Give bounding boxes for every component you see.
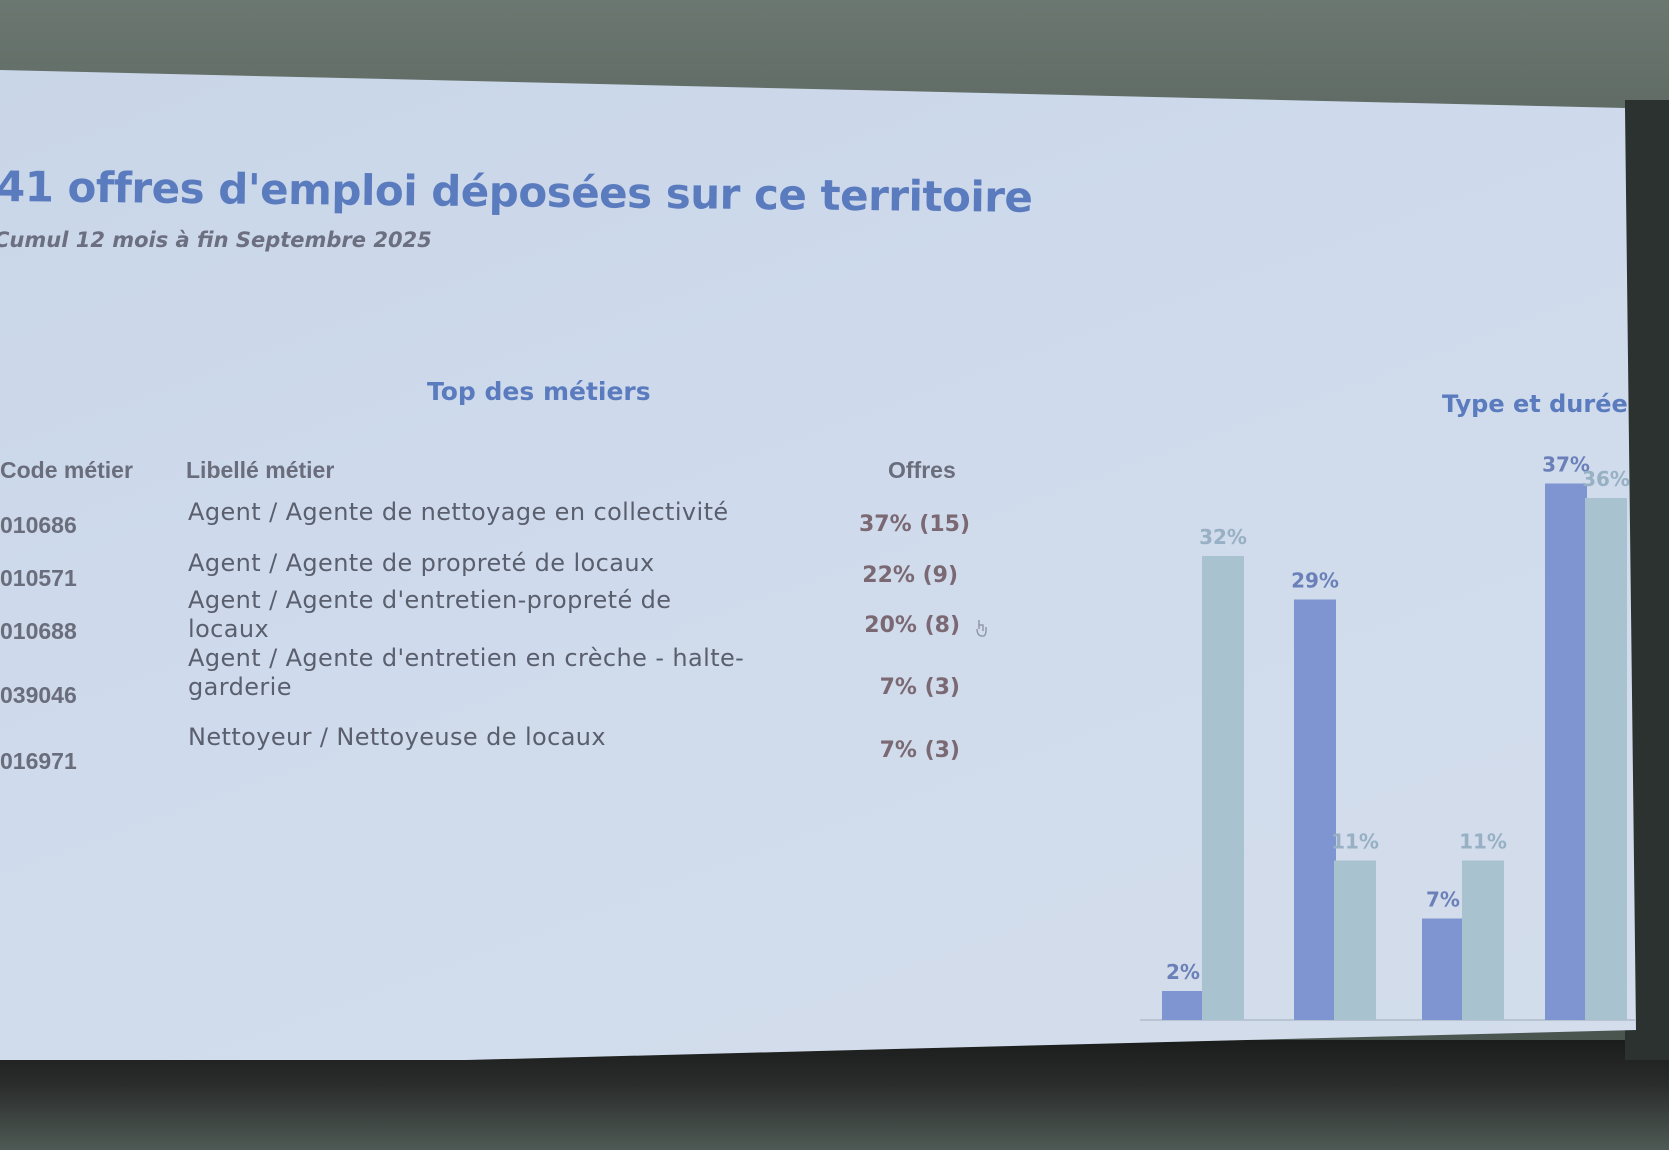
row-4-offers: 7% (3) (879, 675, 960, 700)
bar-series-1-group-1 (1162, 991, 1204, 1020)
row-3-code: 010688 (0, 618, 77, 644)
bar-series-2-group-1 (1202, 556, 1244, 1020)
row-1-offers: 37% (15) (858, 512, 970, 537)
row-5-label: Nettoyeur / Nettoyeuse de locaux (188, 723, 607, 751)
bar-label-series-1-group-3: 7% (1426, 888, 1460, 912)
hand-cursor-icon (976, 620, 987, 637)
bar-label-series-1-group-2: 29% (1291, 569, 1339, 593)
row-2-label: Agent / Agente de propreté de locaux (188, 549, 655, 577)
bar-label-series-2-group-1: 32% (1199, 525, 1247, 549)
bar-label-series-2-group-2: 11% (1331, 830, 1379, 854)
top-metiers-title: Top des métiers (427, 377, 651, 406)
row-2-code: 010571 (0, 565, 77, 591)
bar-series-2-group-4 (1585, 498, 1627, 1020)
bar-series-2-group-2 (1334, 860, 1376, 1020)
row-1-code: 010686 (0, 512, 77, 538)
row-4-label: Agent / Agente d'entretien en crèche - h… (188, 644, 745, 701)
bar-series-1-group-3 (1422, 918, 1464, 1020)
row-1-label: Agent / Agente de nettoyage en collectiv… (188, 498, 729, 526)
chart-title: Type et durée d (1442, 390, 1632, 418)
row-5-offers: 7% (3) (879, 738, 960, 763)
row-5-code: 016971 (0, 748, 77, 774)
row-4-code: 039046 (0, 682, 77, 708)
header-offres: Offres (888, 457, 956, 483)
bar-series-1-group-4 (1545, 483, 1587, 1020)
slide-subtitle: Cumul 12 mois à fin Septembre 2025 (0, 228, 432, 252)
bar-label-series-1-group-4: 37% (1542, 453, 1590, 477)
bar-series-1-group-2 (1294, 599, 1336, 1020)
row-3-label: Agent / Agente d'entretien-propreté de l… (188, 586, 672, 643)
bar-label-series-2-group-4: 36% (1582, 467, 1630, 491)
header-code-metier: Code métier (0, 457, 133, 483)
header-libelle-metier: Libellé métier (186, 457, 335, 483)
row-3-offers: 20% (8) (864, 613, 960, 638)
row-2-offers: 22% (9) (862, 563, 958, 588)
bar-series-2-group-3 (1462, 860, 1504, 1020)
bar-label-series-1-group-1: 2% (1166, 960, 1200, 984)
bar-label-series-2-group-3: 11% (1459, 830, 1507, 854)
